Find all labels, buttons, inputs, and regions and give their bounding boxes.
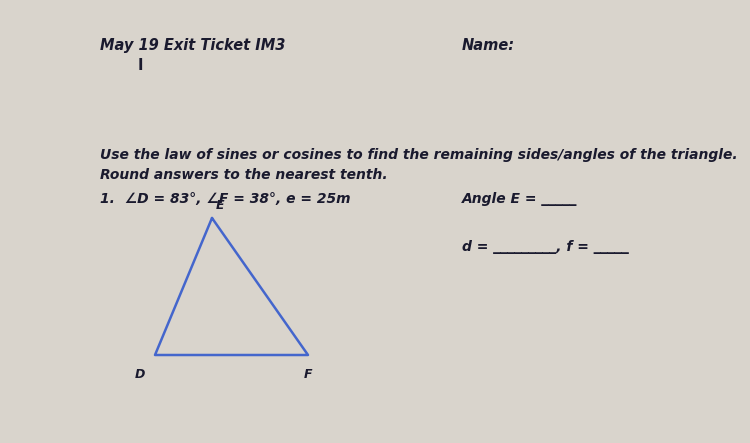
Text: May 19 Exit Ticket IM3: May 19 Exit Ticket IM3	[100, 38, 285, 53]
Text: 1.  ∠D = 83°, ∠F = 38°, e = 25m: 1. ∠D = 83°, ∠F = 38°, e = 25m	[100, 192, 350, 206]
Text: d = _________, f = _____: d = _________, f = _____	[462, 240, 628, 254]
Text: Angle E = _____: Angle E = _____	[462, 192, 578, 206]
Text: F: F	[304, 368, 312, 381]
Text: Round answers to the nearest tenth.: Round answers to the nearest tenth.	[100, 168, 388, 182]
Text: I: I	[138, 58, 143, 73]
Text: Name:: Name:	[462, 38, 515, 53]
Text: D: D	[135, 368, 146, 381]
Text: Use the law of sines or cosines to find the remaining sides/angles of the triang: Use the law of sines or cosines to find …	[100, 148, 737, 162]
Text: E: E	[216, 199, 224, 212]
